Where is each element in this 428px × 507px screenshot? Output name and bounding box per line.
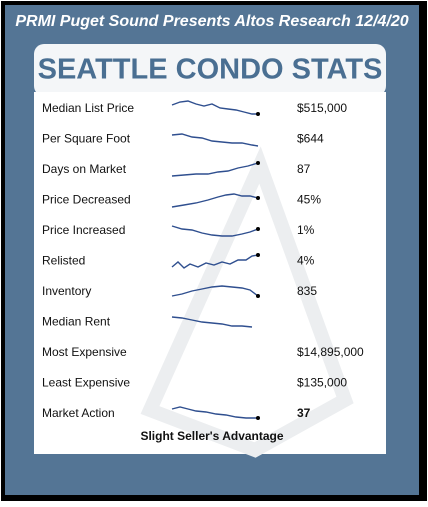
sparklines	[171, 100, 259, 419]
row-label: Relisted	[42, 254, 85, 268]
watermark	[140, 146, 354, 458]
banner	[34, 44, 386, 96]
spark-end	[256, 227, 260, 231]
footer-text: Slight Seller's Advantage	[140, 429, 283, 443]
sparkline	[171, 100, 258, 115]
spark-end	[256, 161, 260, 165]
spark-end	[256, 112, 260, 116]
spark-end	[256, 196, 260, 200]
sparkline	[171, 162, 259, 177]
row-value: 835	[297, 284, 317, 298]
spark-end	[256, 253, 260, 257]
row-value: 45%	[297, 193, 321, 207]
row-value: 1%	[297, 223, 315, 237]
row-label: Most Expensive	[42, 345, 127, 359]
row-label: Price Increased	[42, 223, 125, 237]
row-value: 87	[297, 162, 311, 176]
spark-end	[256, 294, 260, 298]
row-label: Market Action	[42, 406, 115, 420]
row-label: Median Rent	[42, 315, 111, 329]
row-label: Days on Market	[42, 162, 127, 176]
banner-text: SEATTLE CONDO STATS	[38, 54, 383, 86]
row-value: $644	[297, 132, 324, 146]
row-value: $135,000	[297, 376, 347, 390]
row-value: 37	[297, 406, 311, 420]
spark-end	[256, 416, 260, 420]
row-label: Price Decreased	[42, 193, 131, 207]
row-value: $515,000	[297, 101, 347, 115]
sparkline	[171, 316, 253, 328]
row-value: $14,895,000	[297, 345, 364, 359]
row-label: Inventory	[42, 284, 91, 298]
row-value: 4%	[297, 254, 315, 268]
sparkline	[171, 406, 258, 419]
sparkline	[171, 193, 259, 208]
sparkline	[171, 225, 259, 237]
sparkline	[171, 254, 259, 269]
sparkline	[171, 285, 259, 297]
row-label: Median List Price	[42, 101, 134, 115]
row-label: Least Expensive	[42, 376, 130, 390]
title: PRMI Puget Sound Presents Altos Research…	[15, 13, 408, 30]
row-label: Per Square Foot	[42, 132, 131, 146]
spark-ends	[256, 112, 260, 420]
sparkline	[171, 133, 259, 147]
